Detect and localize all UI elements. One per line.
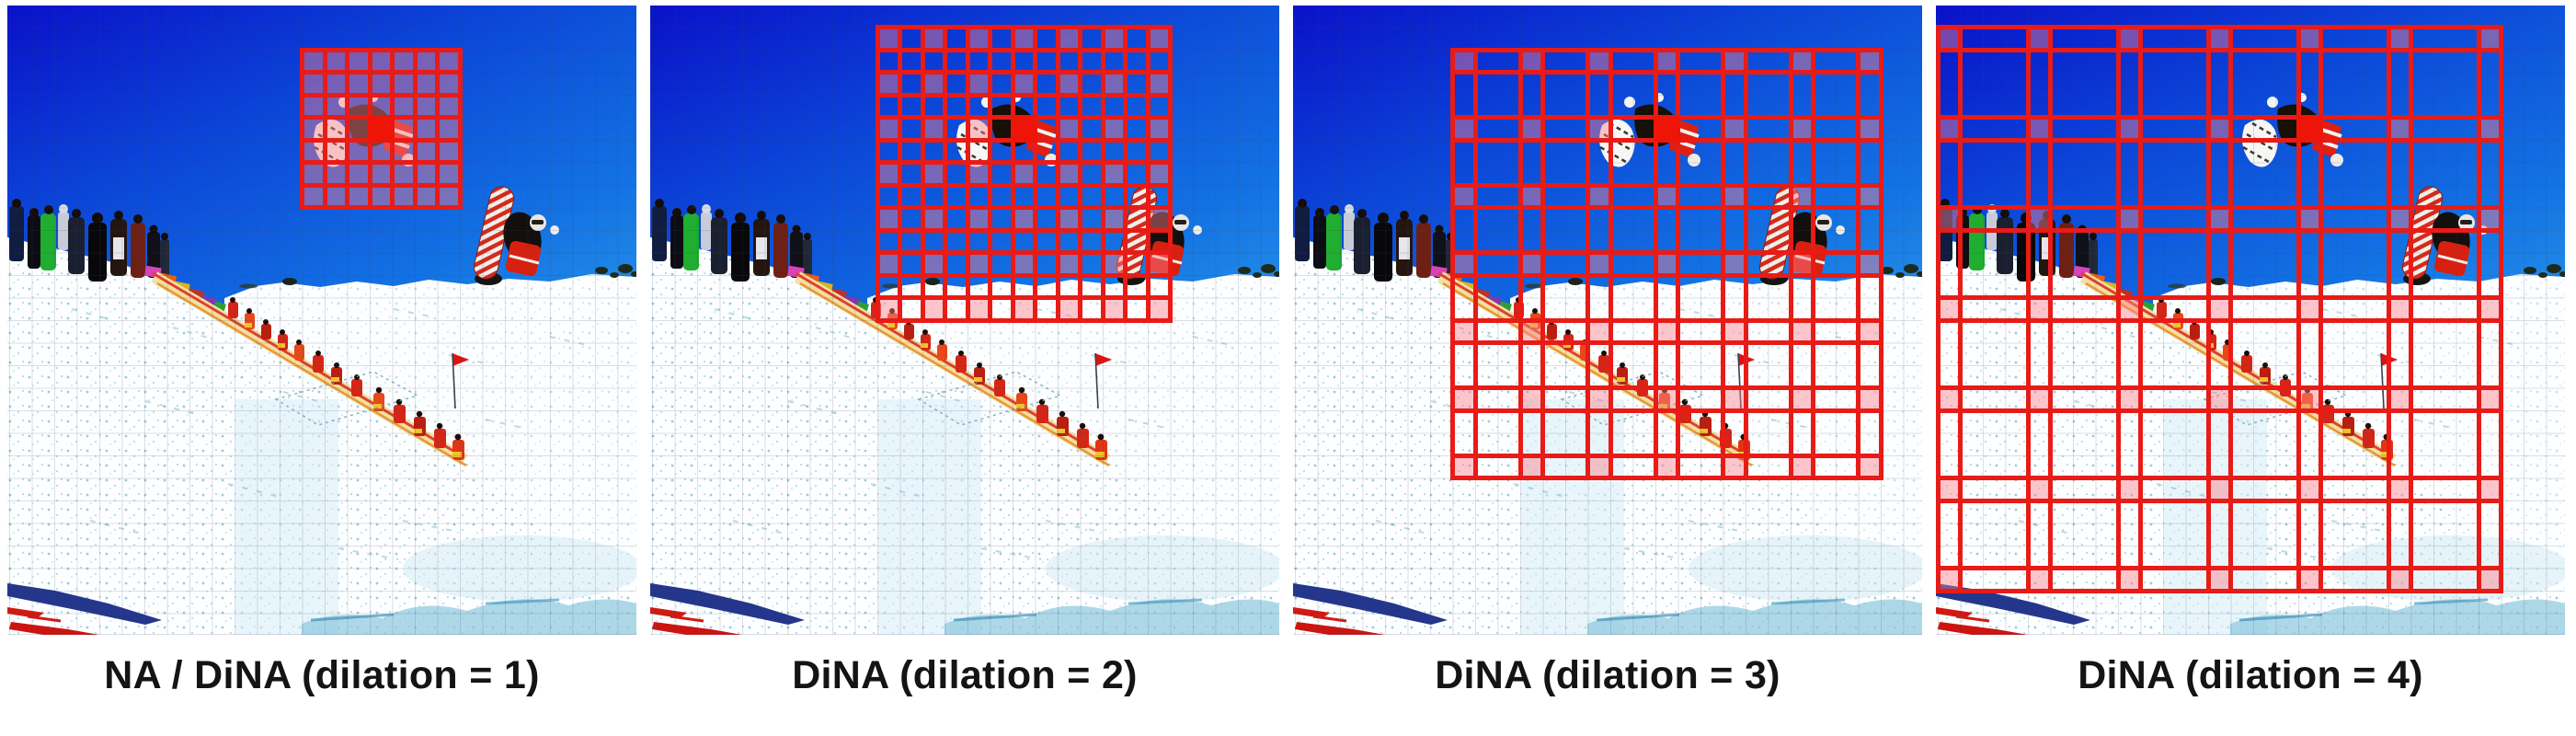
snow-shadows [1357,308,1922,635]
bottom-left-marks [7,583,162,635]
red-flag [1094,352,1112,409]
second-snowboarder [473,186,559,285]
panel-2-image [650,6,1279,635]
ski-scene-image [7,6,636,635]
panel-caption: NA / DiNA (dilation = 1) [104,653,540,697]
ski-scene-image [1936,6,2565,635]
panel-caption: DiNA (dilation = 2) [792,653,1138,697]
spectators [9,199,169,282]
jump-knuckle-outline [917,371,1063,426]
ski-scene-image [1293,6,1922,635]
panel-dilation-1: NA / DiNA (dilation = 1) [7,6,636,698]
snow-shadows [71,308,636,635]
panel-dilation-4: DiNA (dilation = 4) [1936,6,2565,698]
ski-scene-image [650,6,1279,635]
panel-dilation-2: DiNA (dilation = 2) [650,6,1279,698]
panel-caption: DiNA (dilation = 4) [2078,653,2423,697]
snow-shadows [714,308,1279,635]
second-snowboarder [1758,186,1845,285]
jump-knuckle-outline [274,371,420,426]
fence-people [228,297,464,460]
panel-1-image [7,6,636,635]
bottom-left-marks [1293,583,1448,635]
horizon-bushes [2168,264,2565,289]
bottom-left-marks [650,583,805,635]
red-flag [452,352,469,409]
horizon-bushes [1525,264,1922,289]
panel-caption: DiNA (dilation = 3) [1435,653,1780,697]
dina-dilation-figure: NA / DiNA (dilation = 1) [7,6,2565,698]
horizon-bushes [239,264,636,289]
spectators [652,199,812,282]
panel-dilation-3: DiNA (dilation = 3) [1293,6,1922,698]
panel-3-image [1293,6,1922,635]
panel-4-image [1936,6,2565,635]
horizon-bushes [882,264,1279,289]
bottom-left-marks [1936,583,2090,635]
spectators [1295,199,1455,282]
